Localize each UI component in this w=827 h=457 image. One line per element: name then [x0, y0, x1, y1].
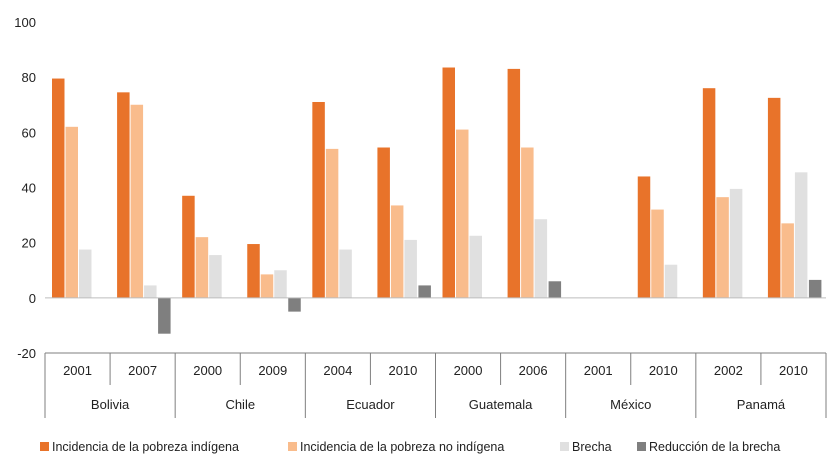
bar [247, 244, 260, 298]
bar [52, 78, 65, 298]
bar [651, 209, 664, 298]
group-label: Ecuador [346, 397, 395, 412]
bar [469, 235, 482, 298]
x-tick-label: 2007 [128, 363, 157, 378]
bar [288, 297, 301, 312]
bar [794, 172, 808, 298]
bar [260, 274, 274, 298]
legend-label: Incidencia de la pobreza no indígena [300, 440, 504, 454]
bar [274, 270, 287, 298]
y-tick-label: 40 [22, 181, 36, 196]
legend-label: Reducción de la brecha [649, 440, 780, 454]
y-tick-label: 0 [29, 291, 36, 306]
group-label: Chile [225, 397, 255, 412]
bar [442, 67, 455, 298]
x-tick-label: 2002 [714, 363, 743, 378]
bar [339, 249, 352, 298]
x-tick-label: 2000 [193, 363, 222, 378]
x-tick-label: 2010 [779, 363, 808, 378]
bar [312, 101, 325, 298]
y-tick-label: 100 [14, 15, 36, 30]
bar [521, 147, 534, 298]
x-tick-label: 2001 [584, 363, 613, 378]
bar [418, 285, 431, 298]
bar [548, 281, 562, 298]
legend-label: Brecha [572, 440, 612, 454]
x-tick-label: 2010 [649, 363, 678, 378]
bar [209, 255, 222, 298]
bar [767, 97, 781, 298]
bar [79, 249, 92, 298]
bar [781, 223, 794, 298]
bar [729, 188, 743, 298]
y-tick-label: 80 [22, 70, 36, 85]
bar [65, 126, 78, 298]
bar [702, 88, 716, 298]
legend-swatch [637, 442, 646, 451]
bar [377, 147, 390, 298]
x-tick-label: 2001 [63, 363, 92, 378]
bar [637, 176, 651, 298]
bar [130, 104, 144, 298]
bar [325, 148, 339, 298]
legend-swatch [40, 442, 49, 451]
bar [507, 68, 521, 298]
group-label: México [610, 397, 651, 412]
legend-label: Incidencia de la pobreza indígena [52, 440, 239, 454]
bar [158, 297, 171, 334]
x-tick-label: 2010 [388, 363, 417, 378]
group-label: Panamá [737, 397, 786, 412]
bar [716, 197, 729, 298]
legend: Incidencia de la pobreza indígena Inciden… [40, 440, 780, 454]
bar [664, 264, 678, 298]
bar [404, 239, 417, 298]
group-label: Bolivia [91, 397, 130, 412]
x-tick-label: 2006 [519, 363, 548, 378]
bar [144, 285, 157, 298]
y-tick-label: 20 [22, 236, 36, 251]
group-label: Guatemala [469, 397, 533, 412]
bar [456, 129, 469, 298]
bar [182, 195, 195, 298]
x-tick-label: 2009 [258, 363, 287, 378]
y-tick-label: 60 [22, 125, 36, 140]
bar [808, 279, 822, 298]
x-tick-label: 2000 [454, 363, 483, 378]
bar [390, 205, 404, 298]
bar [117, 92, 130, 298]
bar [195, 237, 209, 298]
legend-swatch [288, 442, 297, 451]
axes-layer [44, 297, 827, 418]
x-tick-label: 2004 [323, 363, 352, 378]
y-tick-label: -20 [17, 346, 36, 361]
bar [534, 219, 548, 298]
labels-layer: -20 0 20 40 60 80 100 2001 2007 2000 2009 2004 2010 2… [14, 15, 808, 412]
legend-swatch [560, 442, 569, 451]
bars-layer [52, 67, 822, 334]
